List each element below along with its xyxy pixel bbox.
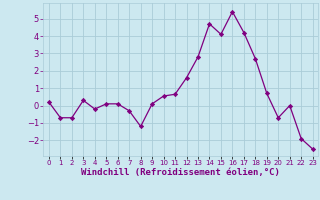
X-axis label: Windchill (Refroidissement éolien,°C): Windchill (Refroidissement éolien,°C) [81,168,280,177]
